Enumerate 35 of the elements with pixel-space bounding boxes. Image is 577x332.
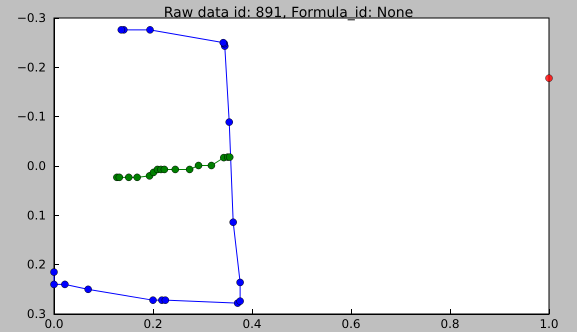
point xyxy=(545,74,553,82)
point xyxy=(236,278,244,286)
point xyxy=(208,162,216,170)
point xyxy=(125,174,132,182)
x-tick-label: 0.0 xyxy=(44,317,64,331)
x-tick-label: 0.2 xyxy=(143,317,163,331)
y-tick-label: −0.1 xyxy=(16,110,46,124)
x-tick-label: 0.8 xyxy=(440,317,460,331)
point xyxy=(149,296,157,304)
point xyxy=(50,280,58,288)
point xyxy=(236,297,244,305)
y-tick-label: −0.3 xyxy=(16,11,46,25)
point xyxy=(84,286,92,294)
point xyxy=(133,174,141,182)
chart-title: Raw data id: 891, Formula_id: None xyxy=(164,5,414,21)
point xyxy=(160,166,168,174)
x-tick-label: 0.4 xyxy=(242,317,262,331)
y-tick-label: −0.2 xyxy=(16,60,46,74)
x-tick-label: 0.6 xyxy=(341,317,361,331)
point xyxy=(50,268,58,276)
point xyxy=(118,26,126,34)
y-tick-label: 0.1 xyxy=(26,208,46,222)
point xyxy=(194,162,202,170)
point xyxy=(225,118,233,126)
y-tick-label: 0.2 xyxy=(26,258,46,272)
point xyxy=(146,26,154,34)
point xyxy=(116,174,124,182)
point xyxy=(229,218,237,226)
y-tick-label: 0.3 xyxy=(26,307,46,321)
point xyxy=(172,166,180,174)
y-tick-label: 0.0 xyxy=(26,159,46,173)
x-tick-label: 1.0 xyxy=(539,317,559,331)
point xyxy=(186,166,194,174)
point xyxy=(61,280,69,288)
point xyxy=(162,296,170,304)
